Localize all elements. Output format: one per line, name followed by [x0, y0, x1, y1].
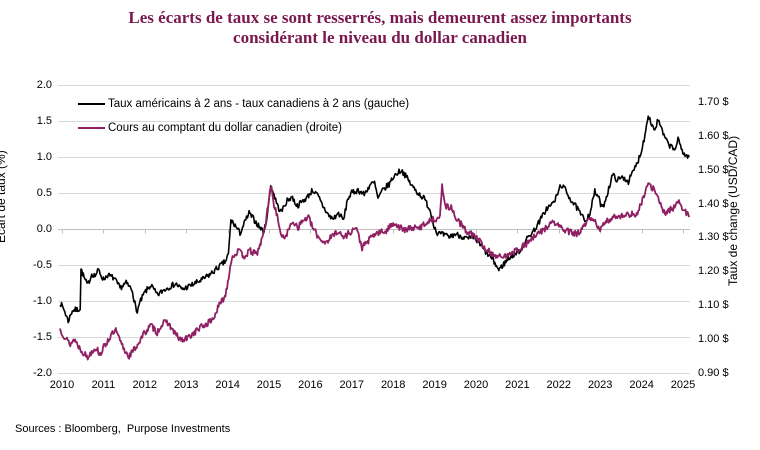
- right-axis-tick-label: 1.00 $: [698, 333, 729, 346]
- legend-label-spread: Taux américains à 2 ans - taux canadiens…: [108, 98, 410, 110]
- x-axis-tick-label: 2017: [339, 379, 365, 391]
- legend-item-spread: Taux américains à 2 ans - taux canadiens…: [78, 92, 409, 116]
- right-axis-tick-label: 1.70 $: [698, 95, 729, 108]
- legend: Taux américains à 2 ans - taux canadiens…: [78, 92, 409, 140]
- x-axis-tick-label: 2015: [256, 379, 282, 391]
- right-axis-tick-label: 1.60 $: [698, 129, 729, 142]
- left-axis-tick-label: -1.0: [33, 295, 52, 307]
- chart-title: Les écarts de taux se sont resserrés, ma…: [0, 8, 760, 48]
- left-axis-tick-label: -0.5: [33, 259, 52, 271]
- cad-line-swatch: [78, 127, 105, 129]
- right-axis-tick-label: 1.40 $: [698, 197, 729, 210]
- spread-line-swatch: [78, 103, 105, 105]
- spread-series-line: [59, 115, 690, 324]
- x-axis-tick-label: 2012: [132, 379, 158, 391]
- x-axis-tick-label: 2013: [173, 379, 199, 391]
- x-axis-tick-label: 2024: [629, 379, 654, 391]
- right-axis-tick-label: 1.20 $: [698, 265, 729, 278]
- x-axis-tick-label: 2016: [298, 379, 323, 391]
- right-axis-tick-label: 0.90 $: [698, 367, 729, 379]
- right-axis-tick-label: 1.30 $: [698, 231, 729, 244]
- source-note: Sources : Bloomberg, Purpose Investments: [15, 423, 231, 435]
- x-axis-tick-label: 2010: [49, 379, 75, 391]
- x-axis-tick-label: 2023: [587, 379, 613, 391]
- legend-item-cad: Cours au comptant du dollar canadien (dr…: [78, 116, 409, 140]
- left-axis-tick-label: -2.0: [33, 367, 52, 379]
- x-axis-tick-label: 2019: [422, 379, 447, 391]
- legend-label-cad: Cours au comptant du dollar canadien (dr…: [108, 122, 342, 134]
- x-axis-tick-label: 2022: [546, 379, 572, 391]
- left-axis-tick-label: 0.0: [36, 223, 52, 235]
- left-axis-tick-label: 0.5: [36, 187, 52, 199]
- x-axis-tick-label: 2011: [91, 379, 116, 391]
- left-axis-tick-label: 2.0: [36, 79, 52, 91]
- x-axis-tick-label: 2021: [505, 379, 530, 391]
- right-axis-tick-label: 1.50 $: [698, 163, 729, 176]
- left-axis-tick-label: -1.5: [33, 331, 52, 343]
- x-axis-tick-label: 2025: [670, 379, 696, 391]
- chart-title-line1: Les écarts de taux se sont resserrés, ma…: [128, 8, 632, 27]
- left-axis-tick-label: 1.5: [36, 115, 52, 127]
- right-axis-title: Taux de change (USD/CAD): [726, 135, 740, 286]
- cad-series-line: [59, 182, 691, 361]
- left-axis-title: Écart de taux (%): [0, 150, 8, 243]
- right-axis-tick-label: 1.10 $: [698, 299, 729, 312]
- x-axis-tick-label: 2018: [380, 379, 406, 391]
- chart-title-line2: considérant le niveau du dollar canadien: [233, 28, 527, 47]
- x-axis-tick-label: 2020: [463, 379, 489, 391]
- left-axis-tick-label: 1.0: [36, 151, 52, 163]
- x-axis-tick-label: 2014: [215, 379, 240, 391]
